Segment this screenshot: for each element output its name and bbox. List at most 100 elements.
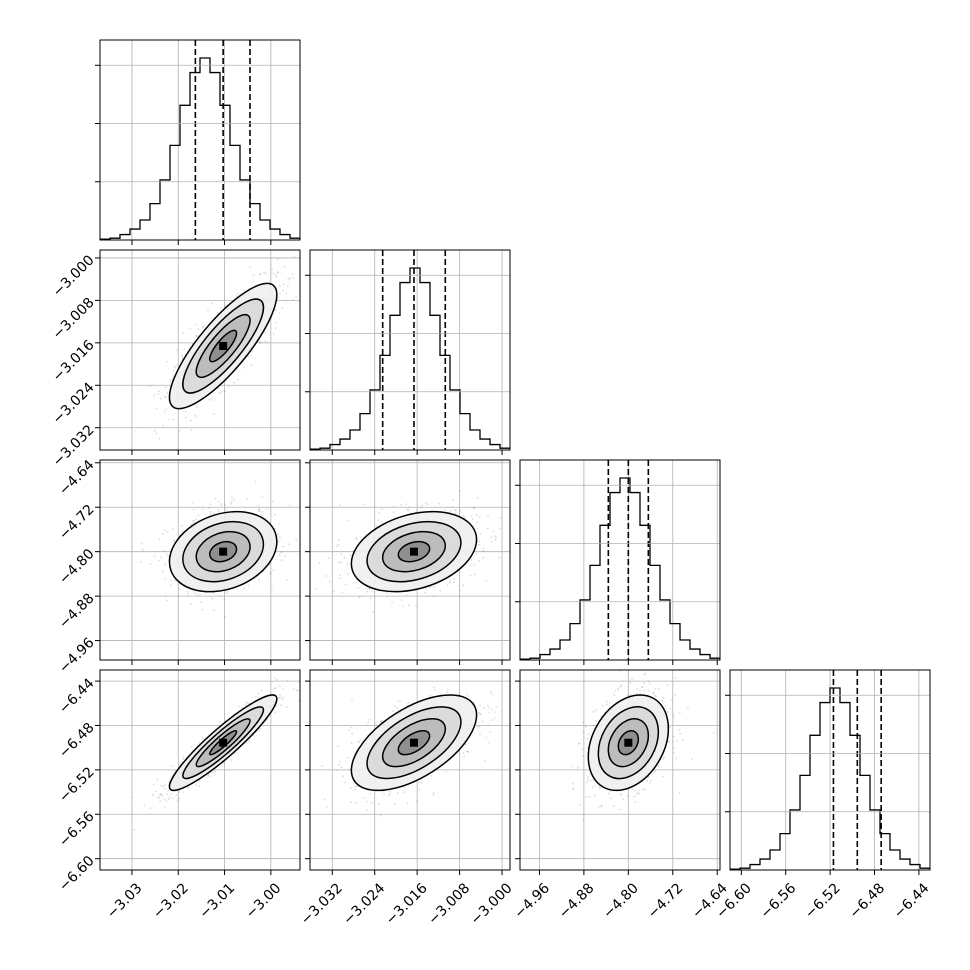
sample-point [275,274,277,276]
sample-point [464,516,466,519]
sample-point [181,530,184,533]
sample-point [252,274,255,276]
xtick-label-1-4: −3.000 [468,880,516,928]
sample-point [155,407,158,410]
sample-point [295,296,297,299]
sample-point [482,707,485,709]
sample-point [163,798,166,800]
sample-point [143,804,146,807]
sample-point [587,775,590,778]
sample-point [479,712,481,715]
sample-point [149,807,152,810]
sample-point [166,392,169,394]
sample-point [387,794,390,797]
sample-point [392,505,395,507]
sample-point [453,581,455,584]
sample-point [224,504,227,506]
sample-point [281,307,283,310]
sample-point [453,577,456,580]
sample-point [288,543,291,546]
sample-point [274,711,276,714]
sample-point [257,692,260,695]
sample-point [165,395,167,398]
sample-point [167,789,170,792]
panel-content [139,480,298,618]
sample-point [485,580,488,582]
sample-point [646,779,648,782]
sample-point [226,592,228,595]
sample-point [272,500,274,503]
sample-point [400,504,403,507]
sample-point [282,283,285,286]
sample-point [465,693,468,696]
sample-point [285,292,288,295]
sample-point [487,704,489,707]
sample-point [291,273,294,275]
sample-point [392,511,395,514]
sample-point [276,258,279,261]
sample-point [340,766,343,769]
sample-point [210,399,213,401]
frame-1-0 [99,249,301,451]
sample-point [337,561,340,564]
sample-point [172,369,175,372]
sample-point [196,334,198,337]
sample-point [280,704,282,707]
sample-point [198,785,201,788]
sample-point [278,696,281,699]
sample-point [377,519,380,522]
sample-point [433,689,436,691]
sample-point [407,702,410,704]
sample-point [193,592,196,595]
sample-point [185,416,187,419]
sample-point [258,273,261,276]
sample-point [357,587,360,589]
sample-point [208,398,211,401]
sample-point [158,390,161,393]
sample-point [201,508,204,511]
sample-point [233,752,236,755]
frame-2-2 [519,459,721,661]
sample-point [249,266,251,268]
sample-point [278,554,281,556]
sample-point [181,354,183,357]
sample-point [323,798,326,801]
sample-point [438,502,441,505]
sample-point [152,783,155,786]
sample-point [279,693,281,696]
sample-point [494,539,497,541]
sample-point [478,540,481,543]
sample-point [191,522,194,525]
sample-point [363,503,366,506]
sample-point [634,801,637,803]
sample-point [171,765,174,768]
sample-point [429,586,432,588]
sample-point [459,490,461,492]
sample-point [211,302,214,305]
sample-point [396,707,399,710]
sample-point [337,543,340,546]
sample-point [446,584,449,587]
sample-point [158,437,161,440]
xtick-label-1-1: −3.024 [340,880,388,928]
sample-point [657,765,660,767]
sample-point [224,506,226,509]
frame-2-0 [99,459,301,661]
sample-point [279,293,281,295]
sample-point [672,740,675,743]
sample-point [392,710,394,712]
sample-point [131,796,134,799]
sample-point [162,550,165,552]
sample-point [425,502,427,505]
ytick-label-2-3: −4.72 [56,502,98,544]
sample-point [159,793,162,796]
sample-point [389,790,392,793]
sample-point [286,285,289,288]
sample-point [416,509,419,512]
sample-point [479,704,481,707]
sample-point [271,268,273,271]
sample-point [167,555,170,558]
sample-point [208,775,211,778]
sample-point [485,736,488,739]
sample-point [251,350,254,353]
